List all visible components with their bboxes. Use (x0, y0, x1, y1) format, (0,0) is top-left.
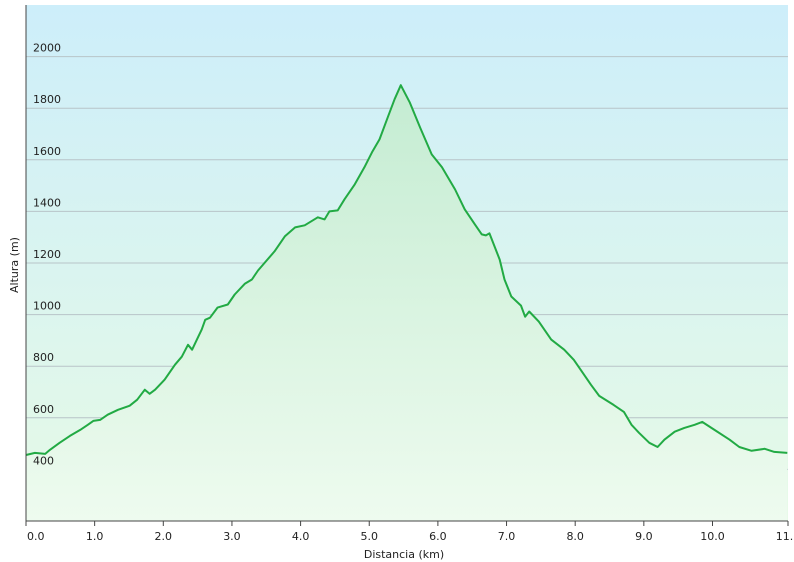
x-tick-label: 9.0 (635, 530, 653, 543)
y-axis-title: Altura (m) (8, 237, 21, 293)
x-tick-label: 6.0 (429, 530, 447, 543)
y-tick-label: 600 (33, 403, 54, 416)
y-tick-label: 1000 (33, 300, 61, 313)
y-tick-label: 400 (33, 454, 54, 467)
x-tick-label: 5.0 (360, 530, 378, 543)
x-tick-label: 7.0 (498, 530, 516, 543)
y-tick-label: 1200 (33, 248, 61, 261)
x-tick-label: 3.0 (223, 530, 241, 543)
x-axis-title: Distancia (km) (364, 548, 444, 561)
x-tick-label: 10.0 (700, 530, 725, 543)
x-tick-label: 11.1 (776, 530, 794, 543)
x-tick-label: 2.0 (155, 530, 173, 543)
x-tick-label: 8.0 (566, 530, 584, 543)
elevation-line (25, 84, 788, 456)
x-tick-label: 1.0 (86, 530, 104, 543)
x-tick-label: 0.0 (27, 530, 45, 543)
y-tick-label: 800 (33, 351, 54, 364)
y-tick-label: 2000 (33, 42, 61, 55)
y-tick-label: 1400 (33, 196, 61, 209)
y-tick-label: 1600 (33, 145, 61, 158)
x-tick-label: 4.0 (292, 530, 310, 543)
area-fill (26, 85, 788, 521)
y-tick-label: 1800 (33, 93, 61, 106)
